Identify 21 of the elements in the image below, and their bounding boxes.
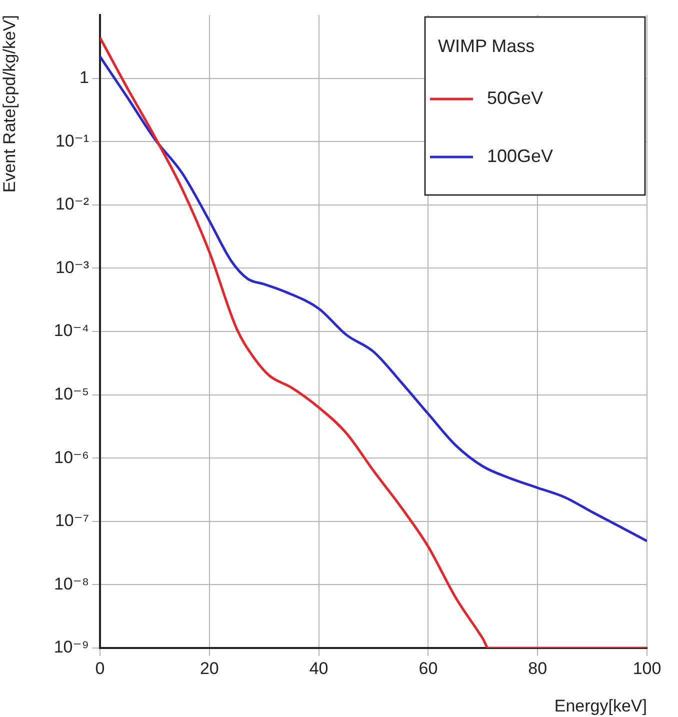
- y-tick-label: 10⁻⁸: [54, 574, 89, 594]
- legend-title: WIMP Mass: [438, 36, 535, 56]
- x-axis-title: Energy[keV]: [554, 696, 647, 716]
- x-tick-label: 60: [418, 658, 438, 678]
- x-tick-label: 20: [200, 658, 219, 678]
- x-tick-label: 40: [309, 658, 328, 678]
- x-tick-label: 80: [528, 658, 548, 678]
- y-tick-label: 10⁻²: [55, 194, 90, 214]
- y-tick-label: 10⁻⁵: [54, 384, 89, 404]
- x-tick-label: 0: [95, 658, 105, 678]
- y-tick-label: 10⁻⁶: [54, 448, 89, 467]
- y-tick-label: 10⁻⁴: [54, 321, 89, 340]
- y-tick-label: 10⁻¹: [55, 131, 90, 150]
- y-tick-label: 1: [80, 68, 89, 87]
- y-axis-title: Event Rate[cpd/kg/keV]: [0, 15, 19, 193]
- legend-label: 100GeV: [487, 146, 554, 166]
- y-tick-label: 10⁻⁹: [54, 638, 89, 657]
- y-tick-label: 10⁻³: [55, 258, 90, 277]
- legend-label: 50GeV: [487, 88, 544, 108]
- x-tick-label: 100: [632, 658, 662, 678]
- y-tick-label: 10⁻⁷: [54, 511, 89, 530]
